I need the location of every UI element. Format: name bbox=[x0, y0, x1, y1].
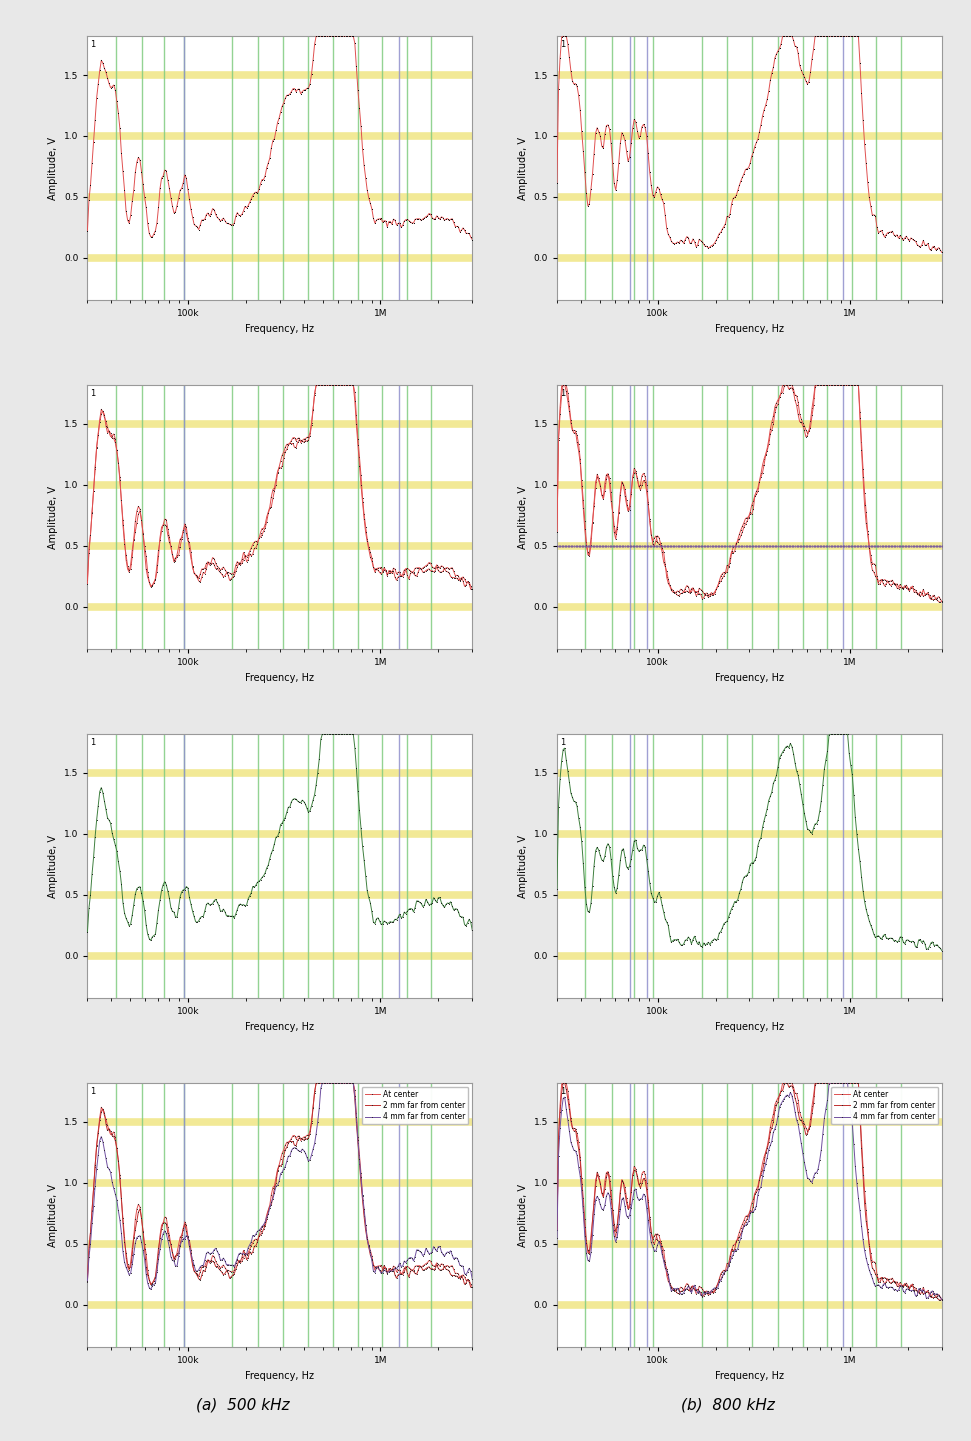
Text: 1: 1 bbox=[90, 1087, 96, 1097]
Text: 1: 1 bbox=[560, 389, 565, 398]
Y-axis label: Amplitude, V: Amplitude, V bbox=[49, 834, 58, 898]
Legend: At center, 2 mm far from center, 4 mm far from center: At center, 2 mm far from center, 4 mm fa… bbox=[361, 1087, 468, 1124]
Y-axis label: Amplitude, V: Amplitude, V bbox=[518, 1183, 528, 1246]
X-axis label: Frequency, Hz: Frequency, Hz bbox=[715, 1370, 784, 1380]
Y-axis label: Amplitude, V: Amplitude, V bbox=[518, 137, 528, 200]
Y-axis label: Amplitude, V: Amplitude, V bbox=[49, 1183, 58, 1246]
Text: (b)  800 kHz: (b) 800 kHz bbox=[682, 1398, 775, 1412]
X-axis label: Frequency, Hz: Frequency, Hz bbox=[715, 1022, 784, 1032]
Text: 1: 1 bbox=[90, 389, 96, 398]
X-axis label: Frequency, Hz: Frequency, Hz bbox=[246, 324, 315, 334]
X-axis label: Frequency, Hz: Frequency, Hz bbox=[715, 324, 784, 334]
Text: 1: 1 bbox=[90, 738, 96, 746]
Y-axis label: Amplitude, V: Amplitude, V bbox=[518, 834, 528, 898]
Y-axis label: Amplitude, V: Amplitude, V bbox=[49, 486, 58, 549]
Text: (a)  500 kHz: (a) 500 kHz bbox=[196, 1398, 289, 1412]
Y-axis label: Amplitude, V: Amplitude, V bbox=[49, 137, 58, 200]
Text: 1: 1 bbox=[560, 738, 565, 746]
X-axis label: Frequency, Hz: Frequency, Hz bbox=[715, 673, 784, 683]
Y-axis label: Amplitude, V: Amplitude, V bbox=[518, 486, 528, 549]
Text: 1: 1 bbox=[90, 40, 96, 49]
X-axis label: Frequency, Hz: Frequency, Hz bbox=[246, 1022, 315, 1032]
Text: 1: 1 bbox=[560, 40, 565, 49]
X-axis label: Frequency, Hz: Frequency, Hz bbox=[246, 1370, 315, 1380]
Legend: At center, 2 mm far from center, 4 mm far from center: At center, 2 mm far from center, 4 mm fa… bbox=[831, 1087, 938, 1124]
X-axis label: Frequency, Hz: Frequency, Hz bbox=[246, 673, 315, 683]
Text: 1: 1 bbox=[560, 1087, 565, 1097]
